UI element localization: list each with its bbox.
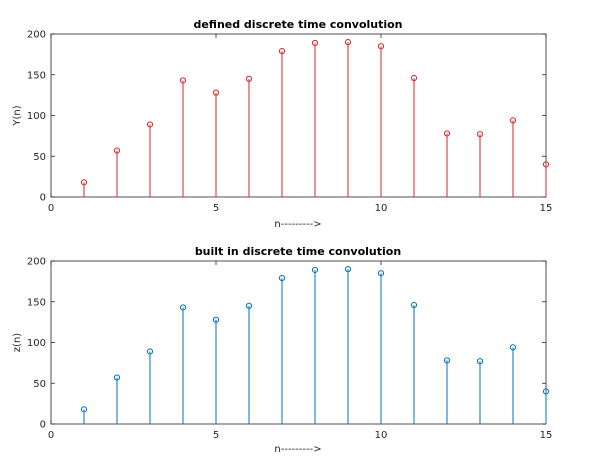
subplot-top: defined discrete time convolution 0 5 10 15… — [12, 18, 552, 230]
x-tick-label: 0 — [48, 203, 54, 214]
stem-marker — [146, 121, 154, 128]
y-tick-label: 200 — [27, 30, 46, 41]
plot-area — [50, 33, 547, 198]
y-axis-label: Y(n) — [12, 105, 23, 126]
stem-group — [80, 266, 550, 424]
y-tick-label: 150 — [27, 70, 46, 81]
stem-marker — [377, 270, 385, 277]
y-tick-label: 150 — [27, 297, 46, 308]
stem-marker — [311, 39, 319, 47]
stem-marker — [80, 179, 88, 186]
x-tick-label: 5 — [213, 203, 219, 214]
stem-group — [80, 39, 550, 197]
stem-marker — [245, 75, 253, 82]
y-tick-label: 100 — [27, 111, 46, 122]
x-tick-label: 15 — [540, 430, 553, 441]
plot-area — [50, 260, 547, 425]
y-tick-label: 200 — [27, 257, 46, 268]
y-tick-label: 50 — [33, 152, 46, 163]
y-axis-label: z(n) — [12, 333, 23, 352]
stem-marker — [377, 43, 385, 50]
stem-marker — [212, 316, 220, 323]
stem-marker — [113, 147, 121, 154]
chart-title: built in discrete time convolution — [195, 245, 401, 258]
stem-marker — [278, 48, 286, 55]
y-tick-label: 50 — [33, 379, 46, 390]
chart-title: defined discrete time convolution — [193, 18, 402, 31]
y-tick-group: 0 50 100 150 200 — [27, 257, 546, 431]
stem-marker — [311, 266, 319, 274]
stem-marker — [443, 130, 451, 137]
x-axis-label: n---------> — [274, 219, 321, 230]
stem-marker — [542, 388, 550, 395]
stem-marker — [344, 39, 352, 46]
x-tick-label: 10 — [375, 203, 388, 214]
stem-marker — [410, 74, 418, 82]
stem-marker — [443, 357, 451, 364]
stem-marker — [410, 301, 418, 309]
stem-marker — [509, 117, 517, 124]
stem-marker — [344, 266, 352, 273]
stem-marker — [278, 275, 286, 282]
stem-marker — [476, 358, 484, 365]
stem-marker — [113, 374, 121, 381]
subplot-bottom: built in discrete time convolution 0 5 10 1… — [12, 245, 552, 455]
stem-marker — [146, 348, 154, 355]
stem-marker — [80, 406, 88, 413]
stem-marker — [212, 89, 220, 96]
y-tick-label: 0 — [40, 420, 46, 431]
stem-marker — [509, 344, 517, 351]
x-axis-label: n---------> — [274, 444, 321, 455]
stem-marker — [179, 304, 187, 311]
x-tick-label: 15 — [540, 203, 553, 214]
y-tick-label: 100 — [27, 338, 46, 349]
stem-marker — [179, 77, 187, 84]
x-tick-label: 5 — [213, 430, 219, 441]
stem-marker — [542, 161, 550, 168]
stem-marker — [476, 131, 484, 138]
stem-marker — [245, 302, 253, 309]
x-tick-label: 0 — [48, 430, 54, 441]
y-tick-group: 0 50 100 150 200 — [27, 30, 546, 204]
x-tick-label: 10 — [375, 430, 388, 441]
y-tick-label: 0 — [40, 193, 46, 204]
